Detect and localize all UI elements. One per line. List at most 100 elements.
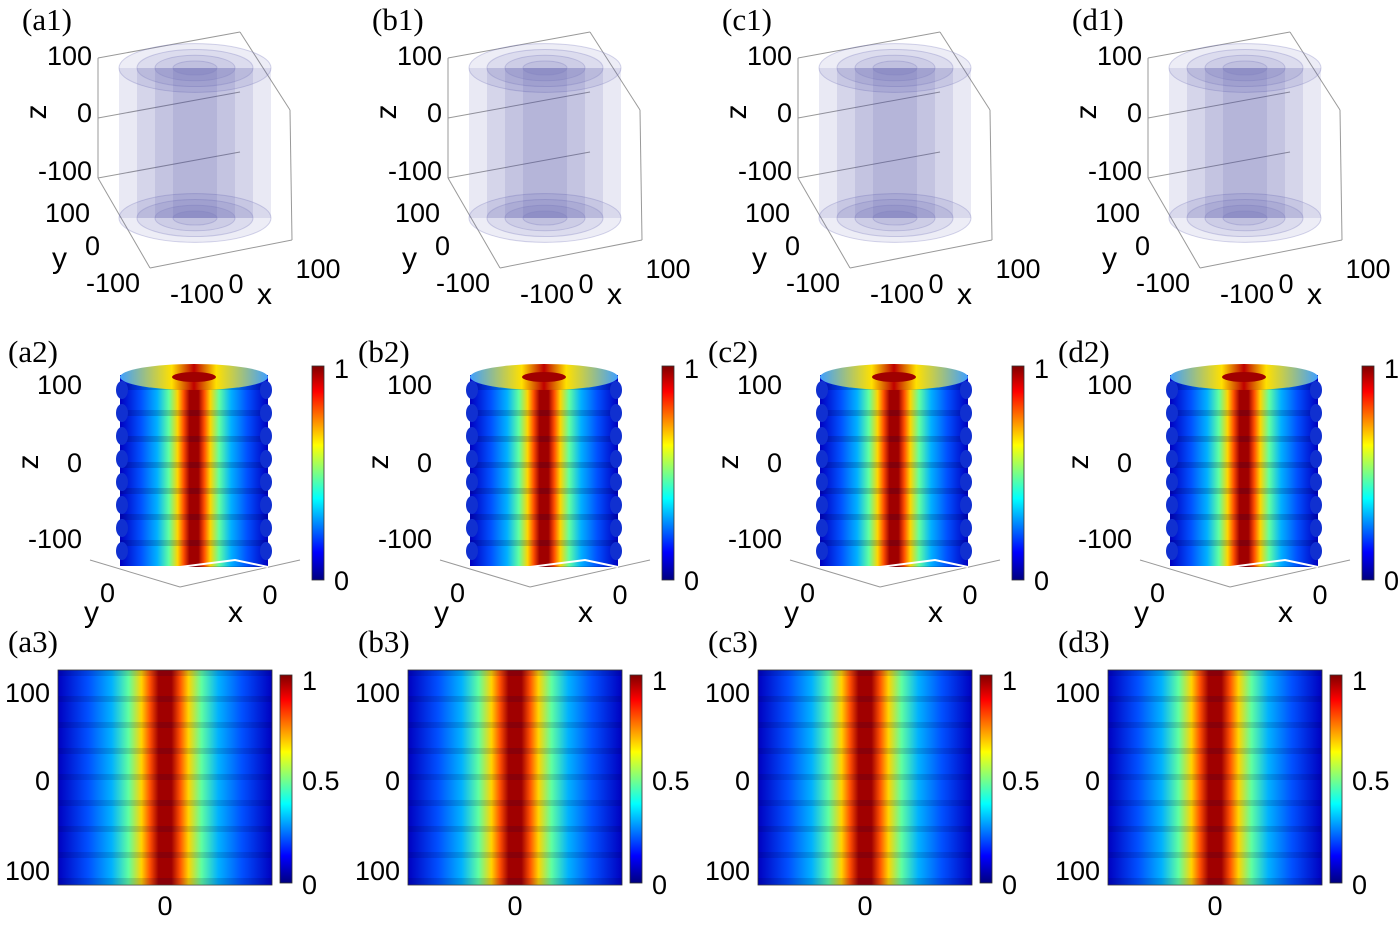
axis-line	[789, 559, 881, 588]
cylinder-body	[873, 68, 917, 218]
rib-left	[466, 427, 478, 445]
cylinder-bottom	[118, 193, 272, 243]
rib-right	[610, 404, 622, 422]
rib-left	[1166, 496, 1178, 514]
rib-left	[1166, 381, 1178, 399]
x-tick-label: 0	[612, 580, 627, 610]
y-tick-label: 100	[705, 856, 750, 886]
rib-right	[610, 381, 622, 399]
cylinder-shell	[504, 54, 586, 232]
rib-left	[816, 496, 828, 514]
axis-line	[1199, 239, 1343, 269]
rib-left	[116, 473, 128, 491]
x-tick-label: -100	[170, 279, 224, 309]
y-tick-label: 100	[5, 856, 50, 886]
axis-line	[1147, 31, 1291, 59]
z-axis-label: z	[712, 455, 745, 470]
x-tick-label: 0	[962, 580, 977, 610]
x-tick-label: 0	[578, 269, 593, 299]
grid-line	[97, 151, 241, 179]
cylinder-body	[1187, 68, 1303, 218]
panel-label: (d1)	[1072, 2, 1124, 37]
y-tick-label: 0	[1085, 766, 1100, 796]
z-tick-label: 0	[417, 448, 432, 478]
grid-line	[97, 91, 241, 119]
z-tick-label: -100	[378, 524, 432, 554]
cylinder-top	[872, 60, 918, 76]
z-axis-label: z	[1070, 105, 1103, 120]
colorbar	[1329, 674, 1343, 884]
cylinder-body	[523, 68, 567, 218]
y-tick-label: -100	[86, 268, 140, 298]
z-axis-label: z	[720, 105, 753, 120]
z-tick-label: 0	[77, 98, 92, 128]
grid-line	[797, 151, 941, 179]
axis-line	[529, 559, 651, 588]
cylinder-top	[486, 48, 604, 88]
axis-line	[939, 31, 991, 111]
y-tick-label: 0	[100, 578, 115, 608]
rib-left	[816, 381, 828, 399]
colorbar-tick: 0	[1384, 566, 1399, 596]
x-axis-label: x	[578, 596, 593, 629]
x-axis-label: x	[607, 278, 622, 311]
colorbar-tick: 0.5	[302, 766, 340, 796]
colorbar-tick: 0.5	[1002, 766, 1040, 796]
x-axis-label: x	[1307, 278, 1322, 311]
grid-line	[1147, 151, 1291, 179]
z-tick-label: 100	[387, 370, 432, 400]
axis-line	[589, 31, 641, 111]
x-axis-label: x	[228, 596, 243, 629]
y-tick-label: 0	[35, 766, 50, 796]
cap-core	[172, 372, 216, 382]
rib-right	[1310, 404, 1322, 422]
z-tick-label: 100	[747, 41, 792, 71]
axis-line	[239, 31, 291, 111]
x-tick-label: 0	[1207, 891, 1222, 921]
cutaway-cylinder	[816, 364, 972, 568]
cylinder-body	[505, 68, 585, 218]
heatmap-ripple	[58, 670, 272, 885]
x-tick-label: 0	[262, 580, 277, 610]
cylinder-bottom	[872, 210, 918, 226]
cylinder-body	[855, 68, 935, 218]
rib-left	[466, 381, 478, 399]
cylinder-shell	[522, 60, 568, 226]
rib-right	[960, 427, 972, 445]
z-tick-label: 0	[777, 98, 792, 128]
z-tick-label: -100	[388, 156, 442, 186]
rib-right	[1310, 473, 1322, 491]
y-tick-label: 100	[395, 198, 440, 228]
y-tick-label: 0	[1150, 578, 1165, 608]
rib-left	[116, 496, 128, 514]
y-tick-label: -100	[786, 268, 840, 298]
cylinder-shell	[468, 43, 622, 243]
cylinder-top	[136, 48, 254, 88]
cylinder-top	[1204, 54, 1286, 82]
y-tick-label: 0	[785, 231, 800, 261]
cylinder-shell	[818, 43, 972, 243]
axis-line	[849, 239, 993, 269]
rib-left	[466, 496, 478, 514]
z-axis-label: z	[370, 105, 403, 120]
y-tick-label: 0	[435, 231, 450, 261]
rib-left	[466, 450, 478, 468]
x-axis-label: x	[1278, 596, 1293, 629]
rib-right	[960, 473, 972, 491]
rib-right	[610, 427, 622, 445]
colorbar	[1361, 365, 1375, 581]
y-tick-label: 100	[5, 678, 50, 708]
cylinder-ripple	[120, 375, 268, 567]
z-tick-label: 100	[397, 41, 442, 71]
heatmap-frame	[57, 669, 273, 886]
colorbar-tick: 1	[1034, 354, 1049, 384]
grid-line	[1147, 91, 1291, 119]
cylinder-bottom	[1186, 198, 1304, 238]
rib-right	[960, 450, 972, 468]
colorbar	[311, 365, 325, 581]
cut-edge	[820, 558, 969, 568]
